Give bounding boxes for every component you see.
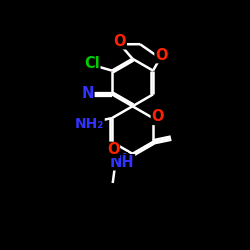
Text: O: O (151, 110, 164, 124)
Text: NH: NH (110, 155, 134, 170)
Text: O: O (107, 142, 120, 158)
Text: N: N (115, 153, 127, 168)
Text: Cl: Cl (84, 56, 100, 70)
Text: NH₂: NH₂ (75, 117, 104, 131)
Text: N: N (82, 86, 94, 102)
Text: O: O (155, 48, 168, 62)
Text: O: O (114, 34, 126, 49)
